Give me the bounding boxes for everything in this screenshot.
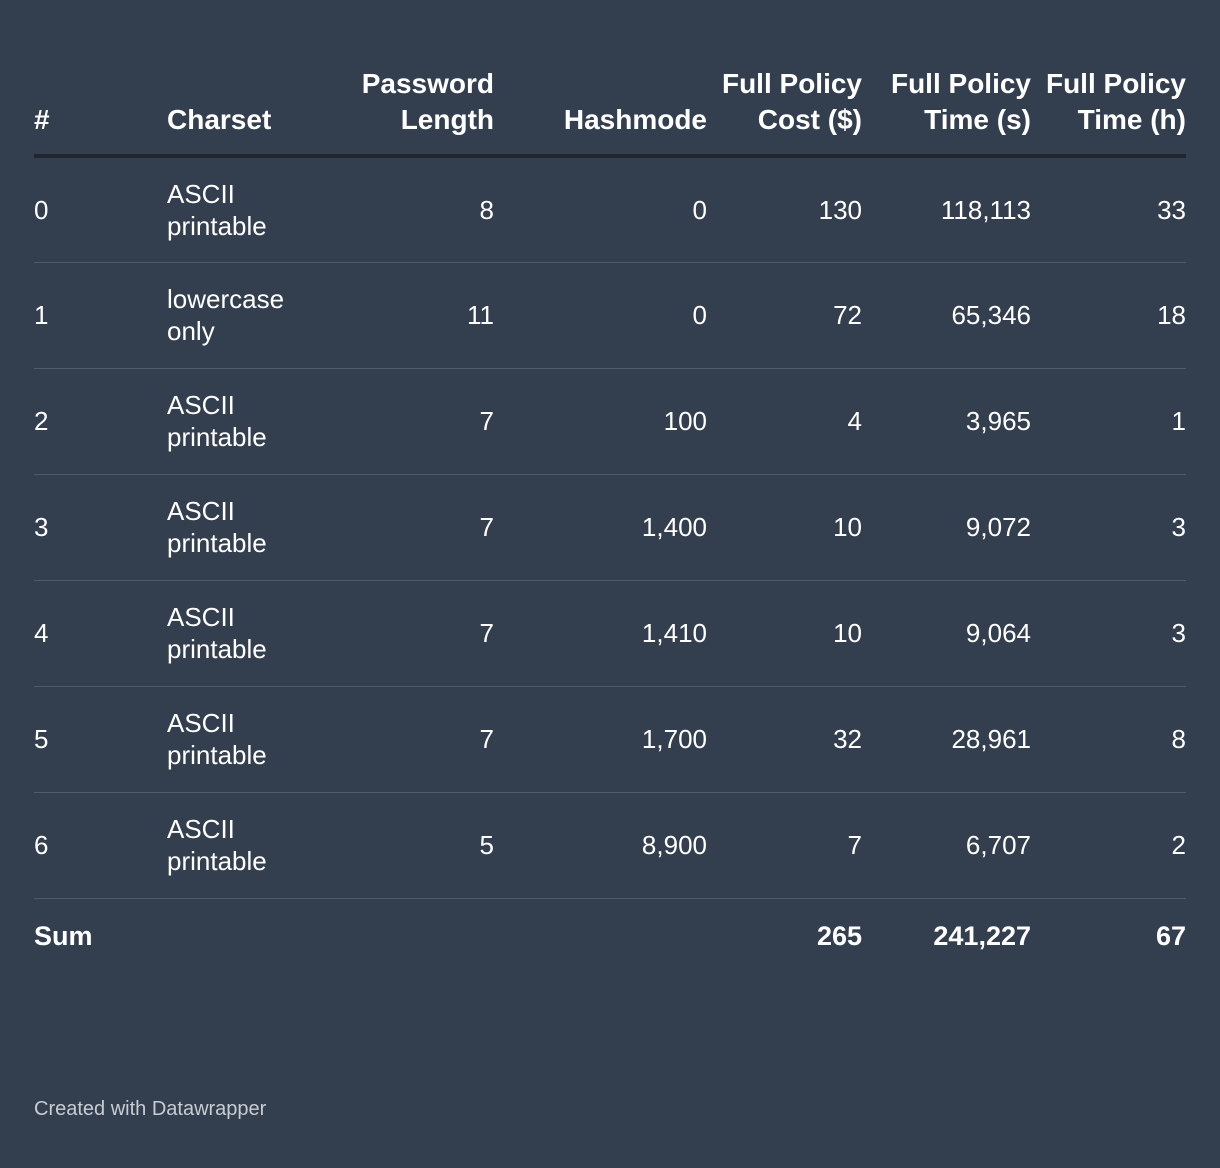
table-row: 4 ASCII printable 7 1,410 10 9,064 3 <box>34 580 1186 687</box>
cell-time-h: 18 <box>1031 262 1186 369</box>
cell-time-h: 1 <box>1031 368 1186 475</box>
cell-time-h: 33 <box>1031 156 1186 263</box>
cell-charset: ASCII printable <box>167 368 317 475</box>
table-header: # Charset Password Length Hashmode Full Poli… <box>34 66 1186 158</box>
cell-hashmode: 0 <box>494 156 707 263</box>
cell-password-length: 8 <box>317 156 494 263</box>
cell-password-length: 7 <box>317 474 494 581</box>
table-row: 3 ASCII printable 7 1,400 10 9,072 3 <box>34 474 1186 581</box>
cell-charset: ASCII printable <box>167 474 317 581</box>
cell-charset: lowercase only <box>167 262 317 369</box>
cell-hashmode: 0 <box>494 262 707 369</box>
table-row: 1 lowercase only 11 0 72 65,346 18 <box>34 262 1186 369</box>
cell-time-s: 118,113 <box>862 156 1031 263</box>
cell-time-s: 9,064 <box>862 580 1031 687</box>
policy-table: # Charset Password Length Hashmode Full Poli… <box>34 66 1186 975</box>
cell-index: 0 <box>34 156 167 263</box>
total-cell-time-s: 241,227 <box>933 921 1031 951</box>
table-footer: Sum 265 241,227 67 <box>34 898 1186 975</box>
cell-index: 3 <box>34 474 167 581</box>
cell-charset: ASCII printable <box>167 792 317 899</box>
cell-hashmode: 1,400 <box>494 474 707 581</box>
table-row: 0 ASCII printable 8 0 130 118,113 33 <box>34 156 1186 263</box>
column-header-hashmode: Hashmode <box>494 66 707 158</box>
cell-hashmode: 100 <box>494 368 707 475</box>
cell-hashmode: 8,900 <box>494 792 707 899</box>
cell-time-s: 65,346 <box>862 262 1031 369</box>
totals-row: Sum 265 241,227 67 <box>34 898 1186 975</box>
cell-index: 4 <box>34 580 167 687</box>
cell-password-length: 5 <box>317 792 494 899</box>
cell-time-h: 8 <box>1031 686 1186 793</box>
cell-cost: 10 <box>707 580 862 687</box>
cell-charset: ASCII printable <box>167 156 317 263</box>
total-cell-time-h: 67 <box>1155 921 1186 951</box>
total-cell-charset <box>167 898 317 975</box>
cell-cost: 7 <box>707 792 862 899</box>
header-row: # Charset Password Length Hashmode Full Poli… <box>34 66 1186 158</box>
cell-cost: 130 <box>707 156 862 263</box>
column-header-charset: Charset <box>167 66 317 158</box>
cell-index: 2 <box>34 368 167 475</box>
cell-charset: ASCII printable <box>167 580 317 687</box>
cell-cost: 4 <box>707 368 862 475</box>
column-header-time-s: Full Policy Time (s) <box>862 66 1031 158</box>
cell-time-h: 3 <box>1031 580 1186 687</box>
cell-time-s: 9,072 <box>862 474 1031 581</box>
column-header-cost: Full Policy Cost ($) <box>707 66 862 158</box>
table-row: 6 ASCII printable 5 8,900 7 6,707 2 <box>34 792 1186 899</box>
total-cell-index: Sum <box>34 921 93 951</box>
total-cell-hashmode <box>494 898 707 975</box>
cell-time-h: 3 <box>1031 474 1186 581</box>
cell-password-length: 7 <box>317 686 494 793</box>
cell-password-length: 7 <box>317 368 494 475</box>
total-cell-cost: 265 <box>816 921 862 951</box>
table-row: 5 ASCII printable 7 1,700 32 28,961 8 <box>34 686 1186 793</box>
cell-cost: 10 <box>707 474 862 581</box>
cell-index: 5 <box>34 686 167 793</box>
cell-index: 1 <box>34 262 167 369</box>
data-table-container: # Charset Password Length Hashmode Full Poli… <box>34 66 1186 975</box>
cell-password-length: 7 <box>317 580 494 687</box>
cell-password-length: 11 <box>317 262 494 369</box>
cell-cost: 32 <box>707 686 862 793</box>
cell-cost: 72 <box>707 262 862 369</box>
column-header-time-h: Full Policy Time (h) <box>1031 66 1186 158</box>
table-row: 2 ASCII printable 7 100 4 3,965 1 <box>34 368 1186 475</box>
cell-hashmode: 1,410 <box>494 580 707 687</box>
table-body: 0 ASCII printable 8 0 130 118,113 33 1 lowercase… <box>34 156 1186 899</box>
cell-time-s: 3,965 <box>862 368 1031 475</box>
cell-time-s: 6,707 <box>862 792 1031 899</box>
cell-time-s: 28,961 <box>862 686 1031 793</box>
credit-text: Created with Datawrapper <box>34 1098 267 1120</box>
cell-time-h: 2 <box>1031 792 1186 899</box>
cell-index: 6 <box>34 792 167 899</box>
column-header-index: # <box>34 66 167 158</box>
total-cell-password-length <box>317 898 494 975</box>
cell-hashmode: 1,700 <box>494 686 707 793</box>
column-header-password-length: Password Length <box>317 66 494 158</box>
cell-charset: ASCII printable <box>167 686 317 793</box>
